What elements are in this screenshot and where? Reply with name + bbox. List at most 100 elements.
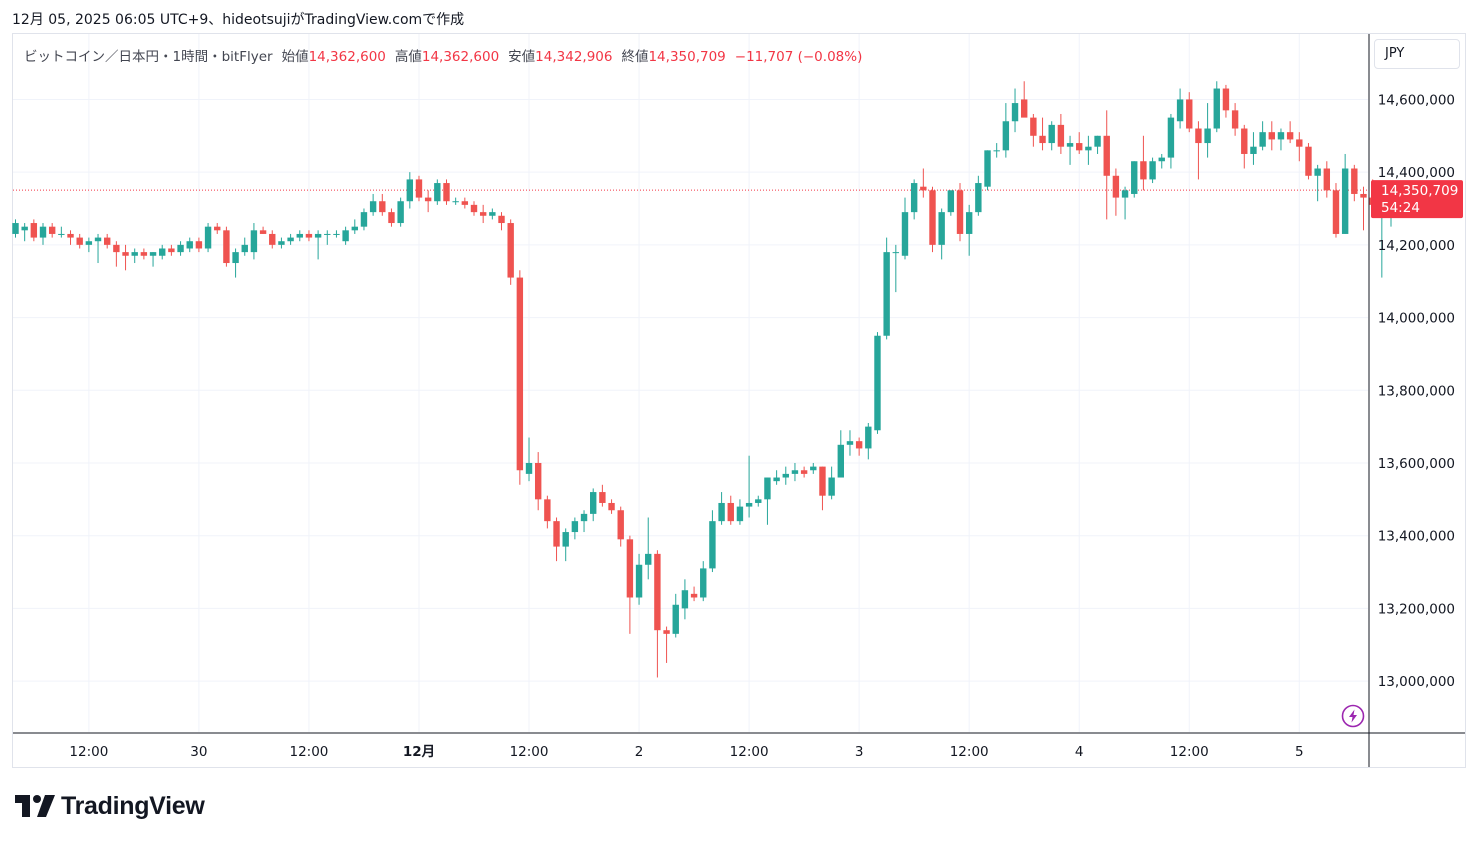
candle-body <box>122 252 129 256</box>
candle-body <box>571 521 579 533</box>
brand[interactable]: TradingView <box>15 790 205 822</box>
candle <box>892 244 900 293</box>
candle <box>397 197 404 227</box>
candle-body <box>434 183 441 202</box>
candle <box>764 477 771 525</box>
candle <box>1076 132 1083 154</box>
time-axis-labels: 12:00 30 12:00 12月 12:00 2 12:00 3 12:00 4 12:00 5 <box>69 744 1303 760</box>
candle-body <box>929 190 936 245</box>
candle <box>690 586 698 602</box>
candle <box>479 204 487 224</box>
open-value: 14,362,600 <box>308 49 386 65</box>
candle-body <box>1204 128 1211 144</box>
candle-body <box>232 252 239 264</box>
candle-body <box>1186 99 1193 129</box>
candle-body <box>452 201 459 203</box>
candle <box>544 495 551 529</box>
candle <box>965 204 973 256</box>
candle-body <box>975 183 982 213</box>
candle <box>755 495 762 507</box>
candle <box>177 241 184 256</box>
candle-body <box>177 244 184 253</box>
candle <box>1085 135 1092 165</box>
candle-body <box>259 230 267 234</box>
candle-body <box>534 462 542 500</box>
price-tick-label: 14,000,000 <box>1378 311 1455 327</box>
candle-body <box>1167 117 1175 158</box>
candle <box>1057 113 1065 154</box>
candle-body <box>1131 161 1138 194</box>
candle <box>131 248 138 264</box>
open-label: 始値 <box>281 49 309 65</box>
candle <box>1066 135 1074 165</box>
candle-body <box>507 223 514 278</box>
candle <box>929 186 936 253</box>
tradingview-logo-icon <box>15 795 55 817</box>
candle-body <box>901 212 909 256</box>
candle <box>204 223 212 253</box>
candle <box>1241 124 1248 169</box>
candle <box>1021 81 1028 118</box>
candle <box>626 535 634 634</box>
candle <box>590 488 597 522</box>
candle <box>984 150 991 191</box>
candle <box>21 223 28 242</box>
candle <box>507 219 514 285</box>
candle <box>443 179 450 205</box>
candle-body <box>1332 190 1340 234</box>
candle <box>635 553 643 605</box>
currency-button[interactable]: JPY <box>1374 39 1460 69</box>
candle-body <box>663 630 670 634</box>
candle-body <box>360 212 368 227</box>
candle <box>975 175 982 216</box>
candle-body <box>1057 124 1065 147</box>
candle-body <box>113 244 120 253</box>
candle <box>1039 117 1046 151</box>
candle <box>94 233 102 264</box>
candle-body <box>947 190 955 213</box>
candles <box>12 81 1404 678</box>
candle-body <box>388 212 395 224</box>
candle <box>1222 84 1230 118</box>
candle <box>745 455 753 518</box>
candle-body <box>1250 146 1257 154</box>
candle <box>700 561 707 602</box>
candle <box>1140 135 1147 191</box>
candle <box>1131 161 1138 198</box>
candle <box>1176 88 1184 129</box>
candle-body <box>1176 99 1184 122</box>
candle <box>360 208 368 231</box>
candle-body <box>1140 161 1147 180</box>
candle-body <box>1241 128 1248 154</box>
candle <box>617 506 624 547</box>
candle-body <box>287 237 294 242</box>
symbol-label[interactable]: ビットコイン／日本円・1時間・bitFlyer <box>24 49 273 65</box>
price-tick-label: 13,800,000 <box>1378 383 1455 399</box>
price-axis-labels: 14,600,000 14,400,000 14,200,000 14,000,000… <box>1378 92 1455 690</box>
candle <box>269 230 276 249</box>
candle <box>1277 128 1285 151</box>
lightning-icon[interactable] <box>1341 704 1365 728</box>
candle-body <box>553 521 560 547</box>
candle-body <box>654 553 661 631</box>
price-tick-label: 13,000,000 <box>1378 674 1455 690</box>
candle-body <box>1076 143 1083 151</box>
candle <box>214 223 221 234</box>
candle-body <box>314 233 322 238</box>
candle <box>379 193 386 216</box>
candle <box>910 179 918 220</box>
candle <box>415 175 423 202</box>
candle <box>1048 121 1055 151</box>
candle <box>388 208 395 227</box>
candle <box>828 466 835 500</box>
candle-body <box>1195 128 1202 144</box>
candle <box>654 550 661 678</box>
low-label: 安値 <box>508 49 536 65</box>
candle <box>1103 110 1110 220</box>
time-tick-label: 30 <box>190 744 207 760</box>
candle-body <box>76 237 83 245</box>
candle-body <box>214 226 221 231</box>
candle <box>259 226 267 234</box>
candle <box>85 237 93 253</box>
